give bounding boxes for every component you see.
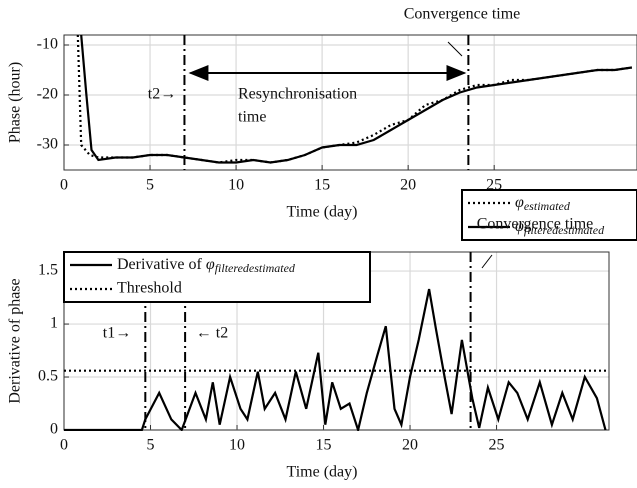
legend-label: φestimated	[515, 194, 571, 213]
x-tick-label: 0	[60, 437, 68, 454]
legend-label: φfilteredestimated	[515, 218, 605, 237]
annotation: Convergence time	[404, 6, 521, 23]
series-line	[80, 34, 632, 164]
y-tick-label: 1	[50, 315, 58, 332]
legend-label: Derivative of φfilteredestimated	[117, 256, 296, 275]
annotation: Convergence time	[477, 216, 594, 233]
x-tick-label: 10	[229, 437, 245, 454]
y-tick-label: -30	[37, 136, 58, 153]
axes-box	[63, 34, 637, 171]
pointer-arrow	[481, 254, 493, 269]
x-tick-label: 15	[314, 177, 330, 194]
annotation: t2→	[148, 86, 176, 103]
x-tick-label: 5	[146, 177, 154, 194]
x-tick-label: 15	[316, 437, 332, 454]
legend-box	[461, 189, 637, 241]
x-tick-label: 10	[228, 177, 244, 194]
y-tick-label: 0.5	[38, 368, 58, 385]
y-tick-label: 1.5	[38, 262, 58, 279]
x-axis-label: Time (day)	[287, 464, 358, 481]
legend-box	[63, 251, 371, 303]
x-tick-label: 20	[402, 437, 418, 454]
y-tick-label: -10	[37, 36, 58, 53]
pointer-arrow	[447, 41, 463, 57]
y-axis-label: Phase (hour)	[7, 62, 24, 143]
x-tick-label: 20	[400, 177, 416, 194]
x-axis-label: Time (day)	[287, 204, 358, 221]
x-tick-label: 0	[60, 177, 68, 194]
annotation: Resynchronisation	[238, 86, 357, 103]
y-tick-label: -20	[37, 86, 58, 103]
annotation: time	[238, 109, 266, 126]
y-axis-label: Derivative of phase	[7, 278, 24, 403]
x-tick-label: 5	[147, 437, 155, 454]
y-tick-label: 0	[50, 421, 58, 438]
series-line	[64, 288, 607, 431]
x-tick-label: 25	[489, 437, 505, 454]
annotation: ← t2	[196, 325, 228, 342]
annotation: t1→	[103, 325, 131, 342]
legend-label: Threshold	[117, 280, 182, 297]
